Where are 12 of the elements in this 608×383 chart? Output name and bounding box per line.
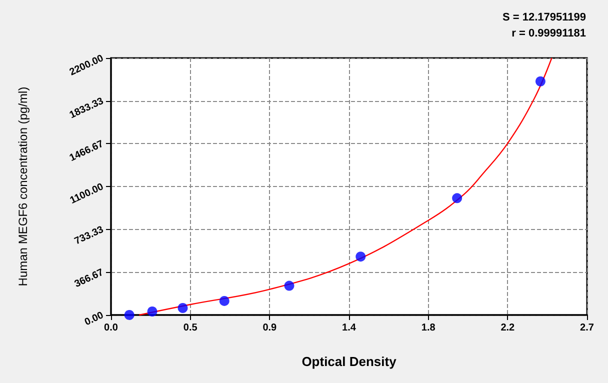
x-tick-label: 0.9 [262, 322, 278, 334]
x-tick-label: 2.2 [500, 322, 516, 334]
y-tick-label: 0.00 [83, 310, 106, 328]
x-tick-label: 1.8 [421, 322, 436, 334]
text: S = 12.17951199 [502, 12, 586, 24]
x-tick-label: 0.5 [183, 322, 198, 334]
x-tick-label: 2.7 [580, 322, 594, 334]
x-axis-title: Optical Density [302, 354, 398, 369]
y-axis-title: Human MEGF6 concentration (pg/ml) [16, 86, 30, 286]
x-tick-label: 0.0 [104, 322, 118, 334]
text: r = 0.99991181 [512, 28, 586, 40]
x-tick-label: 1.4 [342, 322, 356, 334]
